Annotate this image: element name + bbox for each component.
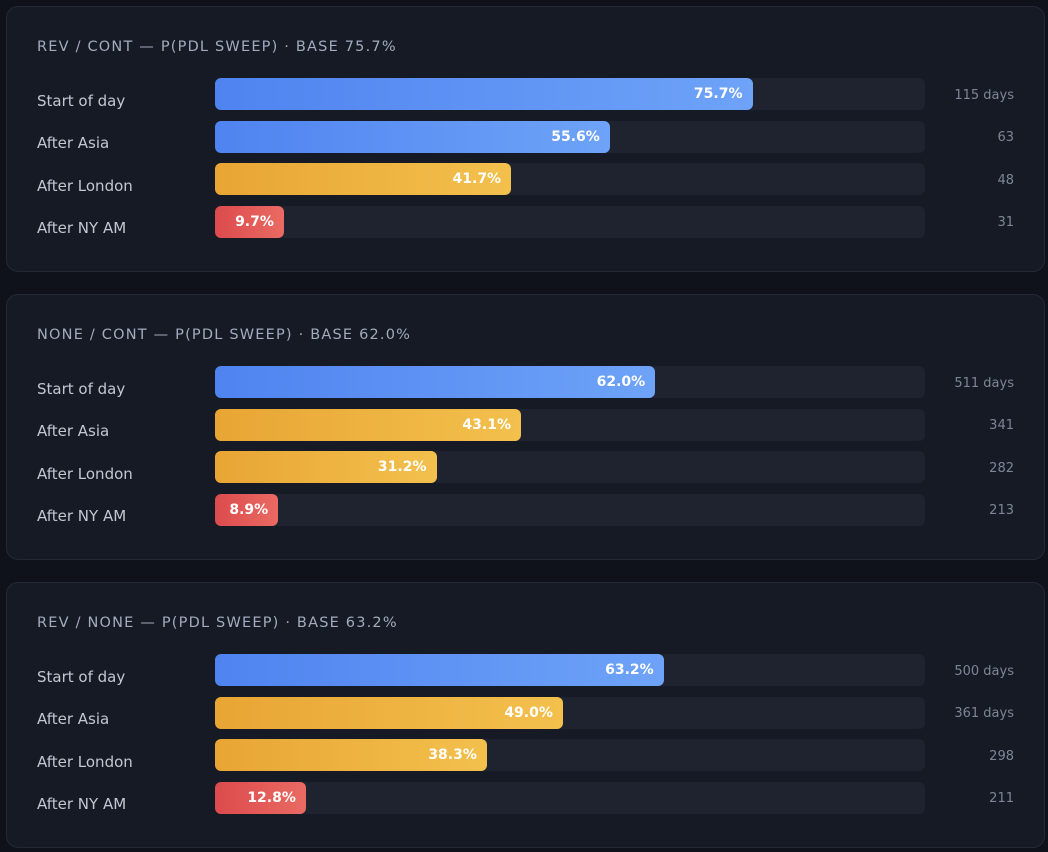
- bar: 12.8%: [215, 782, 306, 814]
- bar-value-label: 55.6%: [551, 129, 600, 145]
- bar-track: 41.7%: [215, 163, 925, 195]
- bar-track: 75.7%: [215, 78, 925, 110]
- row-count: 361 days: [954, 706, 1014, 721]
- panel-title: NONE / CONT — P(PDL SWEEP) · BASE 62.0%: [37, 327, 412, 343]
- bar: 43.1%: [215, 409, 521, 441]
- bar: 38.3%: [215, 739, 487, 771]
- row-label: After Asia: [37, 134, 110, 152]
- bar: 41.7%: [215, 163, 512, 195]
- bar-value-label: 12.8%: [247, 790, 296, 806]
- row-label: After Asia: [37, 710, 110, 728]
- bar-value-label: 8.9%: [229, 502, 269, 518]
- bar: 8.9%: [215, 494, 279, 526]
- bar-track: 43.1%: [215, 409, 925, 441]
- bar-track: 49.0%: [215, 697, 925, 729]
- row-count: 115 days: [954, 88, 1014, 103]
- row-count: 31: [997, 215, 1014, 230]
- row-label: After London: [37, 465, 133, 483]
- bar: 9.7%: [215, 206, 284, 238]
- row-label: After NY AM: [37, 795, 127, 813]
- row-label: After Asia: [37, 422, 110, 440]
- row-label: After London: [37, 177, 133, 195]
- bar-track: 31.2%: [215, 451, 925, 483]
- row-label: After NY AM: [37, 507, 127, 525]
- sweep-panel-rev-cont: REV / CONT — P(PDL SWEEP) · BASE 75.7% S…: [6, 6, 1045, 272]
- row-count: 298: [989, 749, 1014, 764]
- row-count: 63: [997, 130, 1014, 145]
- row-label: Start of day: [37, 668, 126, 686]
- bar-value-label: 41.7%: [452, 171, 502, 187]
- bar-value-label: 49.0%: [504, 705, 553, 721]
- bar: 31.2%: [215, 451, 437, 483]
- bar-track: 55.6%: [215, 121, 925, 153]
- bar-value-label: 63.2%: [605, 662, 654, 678]
- bar-value-label: 38.3%: [428, 747, 477, 763]
- bar-value-label: 9.7%: [235, 214, 274, 230]
- row-count: 511 days: [954, 376, 1014, 391]
- bar-track: 63.2%: [215, 654, 925, 686]
- panel-title: REV / NONE — P(PDL SWEEP) · BASE 63.2%: [37, 615, 398, 631]
- row-label: After London: [37, 753, 133, 771]
- sweep-panel-rev-none: REV / NONE — P(PDL SWEEP) · BASE 63.2% S…: [6, 582, 1045, 848]
- row-count: 282: [989, 461, 1014, 476]
- bar-value-label: 43.1%: [462, 417, 511, 433]
- row-count: 500 days: [954, 664, 1014, 679]
- row-label: After NY AM: [37, 219, 127, 237]
- bar-track: 38.3%: [215, 739, 925, 771]
- bar-track: 8.9%: [215, 494, 925, 526]
- panel-title: REV / CONT — P(PDL SWEEP) · BASE 75.7%: [37, 39, 397, 55]
- bar-track: 62.0%: [215, 366, 925, 398]
- bar-track: 9.7%: [215, 206, 925, 238]
- bar: 63.2%: [215, 654, 664, 686]
- bar-track: 12.8%: [215, 782, 925, 814]
- row-label: Start of day: [37, 380, 126, 398]
- bar: 55.6%: [215, 121, 610, 153]
- bar: 62.0%: [215, 366, 656, 398]
- bar-value-label: 31.2%: [377, 459, 427, 475]
- bar-value-label: 62.0%: [596, 374, 646, 390]
- row-count: 48: [997, 173, 1014, 188]
- bar: 49.0%: [215, 697, 563, 729]
- bar-value-label: 75.7%: [693, 86, 743, 102]
- row-count: 213: [989, 503, 1014, 518]
- row-label: Start of day: [37, 92, 126, 110]
- sweep-panel-none-cont: NONE / CONT — P(PDL SWEEP) · BASE 62.0% …: [6, 294, 1045, 560]
- row-count: 341: [989, 418, 1014, 433]
- bar: 75.7%: [215, 78, 753, 110]
- row-count: 211: [989, 791, 1014, 806]
